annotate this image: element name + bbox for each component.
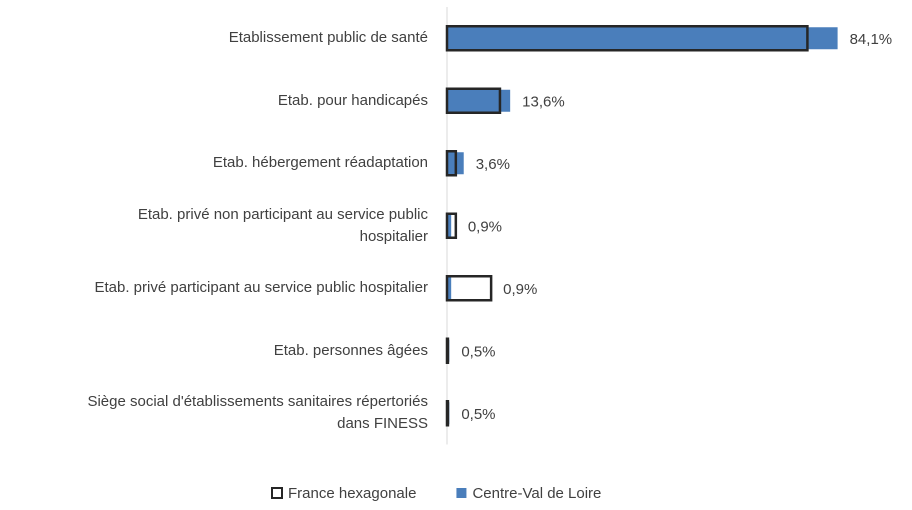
legend-swatch [271,487,283,499]
bar-outline [445,212,458,239]
category-label: Siège social d'établissements sanitaires… [87,393,428,433]
category-label: Etab. hébergement réadaptation [212,154,428,172]
bar-outline [445,337,450,364]
data-label: 84,1% [850,31,893,48]
category-label: Etab. pour handicapés [277,91,428,109]
data-label: 0,5% [461,344,495,361]
data-label: 3,6% [476,156,510,173]
bar [447,89,511,112]
legend-label: Centre-Val de Loire [472,485,601,502]
legend-swatch [456,488,467,498]
bar [447,214,452,237]
category-label: Etab. personnes âgées [273,341,428,359]
bar [447,277,452,300]
data-label: 0,9% [468,219,502,236]
bar-outline [445,275,493,302]
category-label: Etab. privé participant au service publi… [94,279,428,297]
bar-outline [445,150,458,177]
bar-outline [445,87,502,114]
bar-outline [445,25,809,52]
legend-label: France hexagonale [288,485,416,502]
data-label: 13,6% [522,94,565,111]
bar [447,27,838,50]
data-label: 0,5% [461,406,495,423]
data-label: 0,9% [503,281,537,298]
bar-outline [445,400,450,427]
category-label: Etab. privé non participant au service p… [137,205,428,245]
category-label: Etablissement public de santé [228,29,428,47]
